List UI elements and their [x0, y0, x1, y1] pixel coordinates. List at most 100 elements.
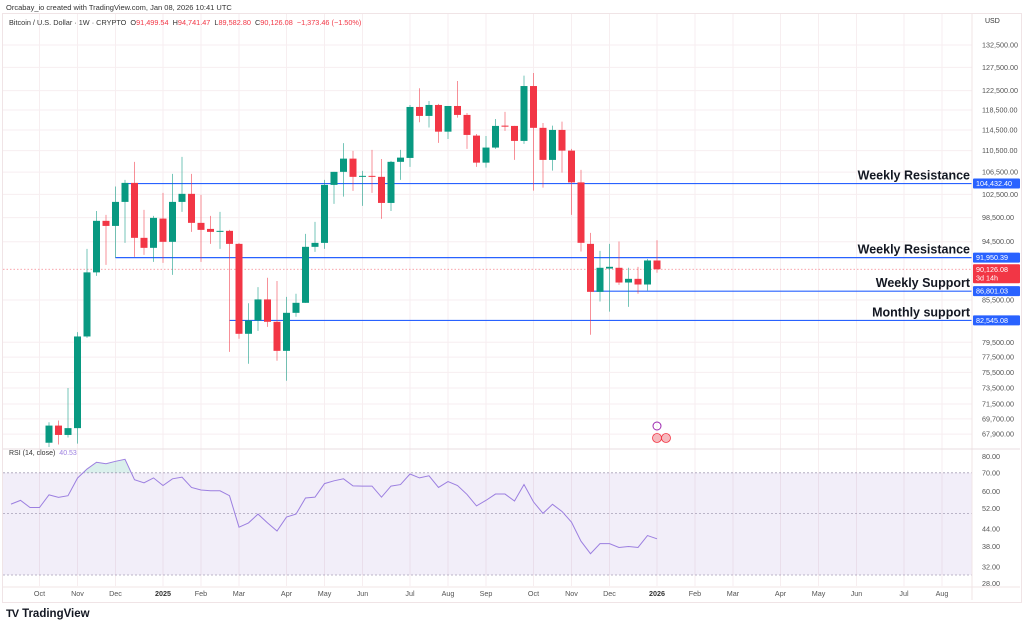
candle[interactable] — [150, 215, 157, 262]
candle[interactable] — [644, 258, 651, 291]
candle-body — [311, 242, 319, 247]
candle[interactable] — [435, 103, 442, 143]
candle[interactable] — [558, 121, 566, 173]
time-axis-label: 2026 — [649, 589, 665, 598]
candle[interactable] — [549, 125, 556, 171]
candle[interactable] — [530, 72, 537, 191]
candle[interactable] — [245, 303, 252, 364]
candle-body — [235, 243, 243, 334]
candle-body — [378, 176, 385, 203]
level-annotation: Monthly support — [872, 305, 971, 319]
candle-body — [340, 158, 347, 172]
candle[interactable] — [226, 229, 233, 352]
candle[interactable] — [473, 133, 480, 167]
candle[interactable] — [178, 156, 186, 212]
candle[interactable] — [74, 332, 81, 444]
candle[interactable] — [340, 143, 347, 197]
tradingview-logo[interactable]: TV TradingView — [6, 608, 90, 620]
candle[interactable] — [64, 387, 72, 438]
candle[interactable] — [349, 150, 357, 191]
candle[interactable] — [93, 210, 100, 276]
rsi-pane — [3, 458, 972, 576]
candle-body — [283, 312, 290, 351]
candle[interactable] — [511, 125, 518, 160]
candle[interactable] — [330, 171, 338, 204]
candle[interactable] — [387, 160, 395, 211]
candle[interactable] — [397, 149, 404, 180]
tradingview-logo-icon: TV — [6, 608, 19, 620]
candle[interactable] — [207, 215, 214, 244]
candle[interactable] — [55, 420, 62, 445]
candle-body — [321, 184, 328, 243]
candle[interactable] — [653, 240, 661, 273]
candle[interactable] — [283, 296, 290, 381]
candle[interactable] — [359, 170, 366, 206]
candle[interactable] — [454, 81, 461, 118]
candle[interactable] — [444, 105, 452, 139]
candle[interactable] — [140, 209, 148, 255]
currency-label[interactable]: USD — [985, 18, 1000, 25]
candle[interactable] — [216, 211, 224, 249]
candle[interactable] — [45, 422, 53, 448]
candle[interactable] — [197, 194, 205, 262]
candle[interactable] — [615, 241, 623, 285]
candle[interactable] — [169, 173, 176, 275]
candle[interactable] — [254, 287, 262, 331]
candle[interactable] — [568, 148, 575, 215]
candle[interactable] — [368, 149, 376, 193]
candle[interactable] — [112, 186, 119, 258]
candle[interactable] — [102, 214, 110, 265]
candle-body — [112, 201, 119, 226]
candle[interactable] — [406, 104, 414, 167]
candle[interactable] — [625, 267, 632, 307]
candle[interactable] — [606, 243, 613, 312]
rsi-axis-label: 52.00 — [982, 504, 1000, 513]
time-axis-label: Feb — [195, 589, 207, 598]
candle[interactable] — [235, 242, 243, 339]
high-value: 94,741.47 — [177, 18, 211, 27]
candle[interactable] — [596, 250, 604, 302]
candle[interactable] — [378, 158, 385, 219]
symbol-legend: Bitcoin / U.S. Dollar · 1W · CRYPTO O91,… — [9, 18, 361, 27]
us-flag-icon[interactable] — [652, 433, 662, 443]
candle[interactable] — [273, 281, 281, 361]
rsi-legend: RSI (14, close) 40.53 — [9, 450, 77, 457]
candle[interactable] — [188, 173, 195, 232]
candle[interactable] — [492, 118, 499, 149]
candle[interactable] — [131, 161, 138, 257]
candle[interactable] — [634, 266, 642, 294]
candle[interactable] — [159, 192, 167, 263]
candle[interactable] — [539, 122, 547, 188]
rsi-axis-label: 60.00 — [982, 487, 1000, 496]
open-value: 91,499.54 — [136, 18, 169, 27]
candle-body — [539, 127, 547, 160]
candle[interactable] — [463, 112, 471, 149]
level-annotation: Weekly Support — [876, 276, 971, 290]
price-axis-label: 118,500.00 — [982, 105, 1017, 114]
level-price-tag-text: 91,950.39 — [976, 253, 1008, 262]
event-icon[interactable] — [652, 421, 662, 431]
brand-name: TradingView — [22, 608, 90, 620]
candle-body — [568, 150, 575, 183]
candle[interactable] — [264, 277, 271, 327]
candle[interactable] — [587, 232, 594, 335]
candle[interactable] — [121, 179, 129, 243]
candle[interactable] — [520, 75, 528, 144]
rsi-title: RSI (14, close) — [9, 450, 56, 457]
candle[interactable] — [501, 111, 509, 131]
candle[interactable] — [577, 169, 585, 252]
candle[interactable] — [321, 179, 328, 249]
us-flag-icon[interactable] — [661, 433, 671, 443]
candle-body — [558, 129, 566, 151]
candle[interactable] — [83, 248, 91, 338]
candle-body — [83, 272, 91, 337]
candle[interactable] — [311, 221, 319, 252]
price-axis-label: 94,500.00 — [982, 237, 1014, 246]
candle[interactable] — [482, 135, 490, 168]
candle[interactable] — [425, 100, 433, 128]
candle[interactable] — [302, 233, 309, 303]
candle[interactable] — [292, 293, 300, 317]
candle[interactable] — [416, 88, 423, 123]
time-axis-label: Aug — [442, 589, 455, 598]
